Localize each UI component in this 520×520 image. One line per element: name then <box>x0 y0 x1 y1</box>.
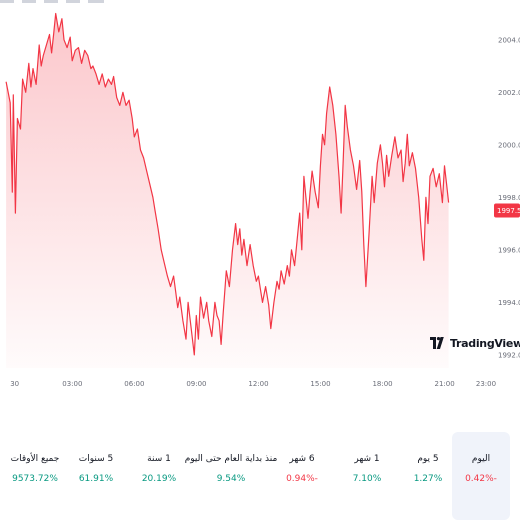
last-price-tag-bg <box>494 203 520 218</box>
last-price-label: 1997.50 <box>497 207 520 215</box>
price-chart[interactable]: 2004.00 2002.00 2000.00 1998.00 1996.00 1994.… <box>0 0 520 395</box>
performance-value: 0.94%- <box>286 474 318 484</box>
performance-value: 7.10% <box>352 474 382 484</box>
performance-tab[interactable]: جميع الأوقات 9573.72% <box>0 454 90 484</box>
performance-tab[interactable]: 5 سنوات 61.91% <box>41 454 151 484</box>
tradingview-logo-text: TradingView <box>450 336 520 350</box>
performance-value: 61.91% <box>78 474 114 484</box>
performance-label: جميع الأوقات <box>10 454 60 464</box>
performance-label: 1 شهر <box>354 454 380 464</box>
performance-tab[interactable]: 6 شهر 0.94%- <box>247 454 357 484</box>
y-tick-label: 2002.00 <box>498 89 520 97</box>
top-tabs-strip <box>0 0 120 4</box>
x-tick-label: 06:00 <box>124 380 144 388</box>
x-tick-label: 09:00 <box>186 380 206 388</box>
price-line[interactable] <box>5 12 450 356</box>
performance-label: اليوم <box>471 454 491 464</box>
y-tick-label: 1996.00 <box>498 246 520 254</box>
y-tick-label: 1992.00 <box>498 351 520 359</box>
y-tick-label: 1994.00 <box>498 299 520 307</box>
price-area-fill <box>6 13 449 368</box>
x-tick-label: 15:00 <box>310 380 330 388</box>
performance-label: 5 سنوات <box>78 454 114 464</box>
y-tick-label: 2004.00 <box>498 36 520 44</box>
performance-tab[interactable]: 5 يوم 1.27% <box>373 454 483 484</box>
performance-label: 1 سنة <box>147 454 171 464</box>
performance-tab[interactable]: 1 سنة 20.19% <box>104 454 214 484</box>
performance-value: 20.19% <box>141 474 177 484</box>
x-tick-label: 23:00 <box>476 380 496 388</box>
performance-value: 9.54% <box>216 474 246 484</box>
x-tick-label: 12:00 <box>248 380 268 388</box>
last-price-tag: 1997.50 <box>494 203 520 218</box>
tradingview-logo[interactable]: TradingView <box>430 334 520 352</box>
performance-tab[interactable]: منذ بداية العام حتى اليوم 9.54% <box>176 454 286 484</box>
y-tick-label: 2000.00 <box>498 141 520 149</box>
performance-value: 9573.72% <box>12 474 58 484</box>
performance-label: 5 يوم <box>417 454 439 464</box>
y-tick-label: 1998.00 <box>498 194 520 202</box>
performance-tab[interactable]: اليوم 0.42%- <box>452 432 510 520</box>
performance-value: 0.42%- <box>465 474 497 484</box>
tradingview-logo-icon <box>430 337 444 349</box>
performance-label: 6 شهر <box>289 454 315 464</box>
performance-value: 1.27% <box>413 474 443 484</box>
x-tick-label: 30 <box>10 380 19 388</box>
price-chart-svg[interactable]: 2004.00 2002.00 2000.00 1998.00 1996.00 1994.… <box>0 0 520 395</box>
x-tick-label: 18:00 <box>372 380 392 388</box>
performance-label: منذ بداية العام حتى اليوم <box>184 454 278 464</box>
performance-bar: اليوم 0.42%- 5 يوم 1.27% 1 شهر 7.10% 6 شهر 0.94… <box>0 432 520 520</box>
x-tick-label: 21:00 <box>435 380 455 388</box>
performance-tab[interactable]: 1 شهر 7.10% <box>312 454 422 484</box>
x-tick-label: 03:00 <box>62 380 82 388</box>
